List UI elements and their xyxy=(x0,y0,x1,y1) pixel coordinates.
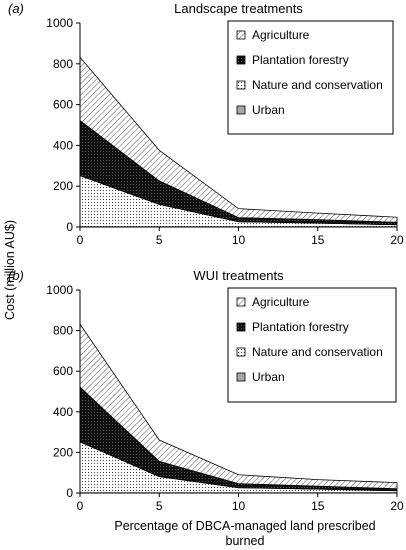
x-tick-label: 20 xyxy=(390,233,404,247)
legend-label: Urban xyxy=(252,370,285,384)
x-tick-label: 15 xyxy=(311,233,325,247)
area-agriculture xyxy=(79,322,398,490)
y-tick-label: 600 xyxy=(53,98,73,112)
panel-label: (b) xyxy=(8,268,24,283)
y-tick-label: 200 xyxy=(53,179,73,193)
x-tick-label: 10 xyxy=(232,233,246,247)
legend-box xyxy=(227,20,394,135)
x-tick-label: 0 xyxy=(77,233,84,247)
y-tick-label: 800 xyxy=(53,324,73,338)
legend-swatch xyxy=(236,347,246,357)
legend-label: Plantation forestry xyxy=(252,53,349,67)
legend-box xyxy=(227,287,397,403)
legend-swatch xyxy=(236,55,246,65)
y-tick-label: 1000 xyxy=(46,16,73,30)
legend-label: Nature and conservation xyxy=(252,345,383,359)
panel-title: WUI treatments xyxy=(193,268,284,283)
legend-label: Urban xyxy=(252,103,285,117)
x-tick-label: 15 xyxy=(311,499,325,513)
panel-landscape-treatments: (a) Landscape treatments02004006008001000… xyxy=(8,1,404,247)
y-tick-label: 0 xyxy=(66,486,73,500)
x-axis-title-line1: Percentage of DBCA-managed land prescrib… xyxy=(114,519,375,533)
x-tick-label: 20 xyxy=(390,499,404,513)
legend-label: Nature and conservation xyxy=(252,78,383,92)
legend-label: Agriculture xyxy=(252,28,310,42)
y-tick-label: 400 xyxy=(53,138,73,152)
y-tick-label: 800 xyxy=(53,57,73,71)
legend: Agriculture Plantation forestry Nature and… xyxy=(227,20,394,135)
y-tick-label: 200 xyxy=(53,445,73,459)
legend-swatch xyxy=(236,297,246,307)
legend-swatch xyxy=(236,322,246,332)
y-tick-label: 0 xyxy=(66,220,73,234)
y-tick-label: 600 xyxy=(53,364,73,378)
y-tick-label: 400 xyxy=(53,405,73,419)
y-axis-title: Cost (million AU$) xyxy=(3,220,17,320)
panel-title: Landscape treatments xyxy=(174,1,303,16)
x-tick-label: 10 xyxy=(232,499,246,513)
y-tick-label: 1000 xyxy=(46,283,73,297)
x-tick-label: 5 xyxy=(156,233,163,247)
legend-label: Agriculture xyxy=(252,295,310,309)
legend-swatch xyxy=(236,105,246,115)
legend-label: Plantation forestry xyxy=(252,320,349,334)
x-tick-label: 5 xyxy=(156,499,163,513)
area-agriculture xyxy=(79,56,398,223)
legend: Agriculture Plantation forestry Nature and… xyxy=(227,287,397,403)
legend-swatch xyxy=(236,80,246,90)
x-tick-label: 0 xyxy=(77,499,84,513)
legend-swatch xyxy=(236,30,246,40)
panel-label: (a) xyxy=(8,1,24,16)
x-axis-title-line2: burned xyxy=(226,534,265,548)
panel-wui-treatments: (b) WUI treatments 0 200 400 600 800 1000 0 5 10 15… xyxy=(8,268,404,513)
legend-swatch xyxy=(236,372,246,382)
